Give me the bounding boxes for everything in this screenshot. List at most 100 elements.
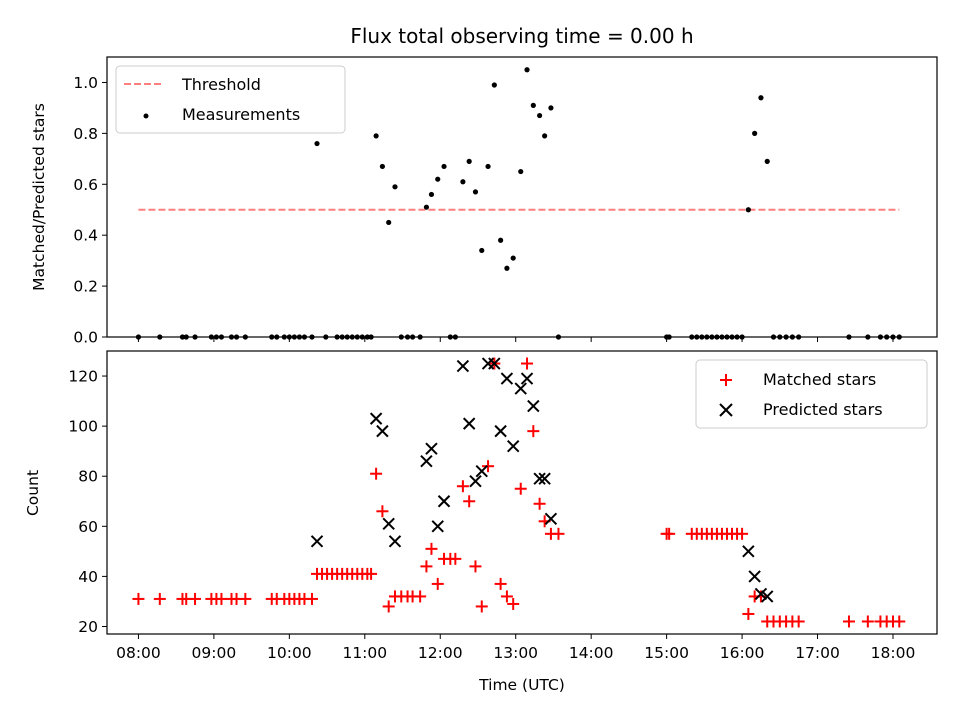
predicted-star-point <box>533 472 546 485</box>
predicted-star-point <box>506 439 520 453</box>
measurement-point <box>423 204 430 210</box>
measurement-point <box>491 82 497 88</box>
measurement-point <box>548 105 554 111</box>
matched-star-point <box>469 560 482 573</box>
measurement-point <box>379 163 386 170</box>
measurement-point <box>472 189 479 195</box>
top-legend: Threshold Measurements <box>115 65 346 134</box>
predicted-star-point <box>420 454 433 468</box>
measurement-point <box>530 102 536 108</box>
bottom-xtick-label: 09:00 <box>192 644 237 662</box>
matched-star-point <box>239 592 252 605</box>
matched-star-point <box>663 527 676 540</box>
matched-star-point <box>742 607 755 620</box>
predicted-star-point <box>388 535 402 548</box>
predicted-star-point <box>369 412 383 425</box>
bottom-plot-area: 20 40 60 80 100 120 08:00 09:00 10:00 11:00 12:00 1… <box>68 350 938 662</box>
measurement-point <box>441 163 447 170</box>
matched-star-point <box>842 615 855 628</box>
measurement-point <box>524 67 530 73</box>
top-plot-area: 0.0 0.2 0.4 0.6 0.8 1.0 <box>73 56 938 347</box>
predicted-star-point <box>310 535 324 548</box>
legend-predicted-label: Predicted stars <box>763 400 883 419</box>
predicted-star-point <box>376 424 389 438</box>
matched-star-point <box>376 505 389 518</box>
bottom-xtick-label: 14:00 <box>569 644 614 662</box>
predicted-star-point <box>456 359 470 373</box>
bottom-xtick-label: 10:00 <box>267 644 312 662</box>
measurement-point <box>460 179 466 185</box>
matched-star-point <box>215 592 228 605</box>
bottom-xtick-label: 17:00 <box>795 644 840 662</box>
predicted-star-point <box>514 382 527 395</box>
measurement-point <box>752 130 758 136</box>
bottom-legend: Matched stars Predicted stars <box>695 359 928 429</box>
bottom-y-axis-label: Count <box>24 470 42 516</box>
predicted-star-point <box>754 587 768 601</box>
matched-star-point <box>305 592 318 605</box>
matched-star-point <box>507 597 520 610</box>
measurement-point <box>386 219 392 226</box>
predicted-star-point <box>462 417 476 430</box>
measurement-point <box>373 133 379 139</box>
measurement-point <box>485 163 491 170</box>
matched-star-point <box>370 467 383 480</box>
legend-threshold-label: Threshold <box>181 75 261 94</box>
matched-star-point <box>456 480 469 493</box>
legend-measurements-swatch <box>143 113 149 119</box>
measurement-point <box>764 158 770 164</box>
matched-star-point <box>514 482 527 495</box>
top-ytick-label: 0.0 <box>73 329 98 347</box>
matched-star-point <box>425 542 438 555</box>
matched-star-point <box>365 567 378 580</box>
measurement-point <box>466 158 472 164</box>
top-ytick-label: 0.4 <box>73 227 98 245</box>
bottom-x-axis-label: Time (UTC) <box>478 676 565 694</box>
matched-star-point <box>482 460 495 473</box>
top-y-axis-label: Matched/Predicted stars <box>30 103 48 291</box>
top-ytick-label: 0.8 <box>73 125 98 143</box>
legend-predicted-swatch <box>719 403 733 417</box>
matched-star-point <box>189 592 202 605</box>
top-ytick-label: 0.2 <box>73 278 98 296</box>
bottom-xtick-label: 18:00 <box>871 644 916 662</box>
measurement-point <box>392 184 398 190</box>
bottom-xtick-label: 08:00 <box>116 644 161 662</box>
bottom-ytick-label: 100 <box>68 418 98 436</box>
measurement-point <box>504 265 510 271</box>
matched-star-point <box>861 615 874 628</box>
top-chart-title: Flux total observing time = 0.00 h <box>350 24 693 48</box>
measurement-point <box>537 112 543 119</box>
matched-star-point <box>792 615 805 628</box>
predicted-star-point <box>500 372 514 385</box>
predicted-star-point <box>761 590 774 603</box>
top-legend-box <box>115 65 346 134</box>
predicted-star-point <box>527 399 540 413</box>
measurement-point <box>518 168 524 175</box>
measurement-point <box>314 140 320 147</box>
matched-star-point <box>533 497 546 510</box>
bottom-ytick-label: 40 <box>78 568 98 586</box>
legend-measurements-label: Measurements <box>182 105 300 124</box>
matched-star-point <box>431 577 444 590</box>
predicted-star-point <box>742 545 755 558</box>
bottom-ytick-label: 20 <box>78 618 98 636</box>
matched-star-point <box>414 590 427 603</box>
measurement-point <box>745 207 751 213</box>
predicted-star-point <box>748 570 761 583</box>
matched-star-point <box>132 592 145 605</box>
measurement-point <box>542 133 548 139</box>
bottom-ytick-label: 60 <box>78 518 98 536</box>
predicted-star-point <box>425 442 438 455</box>
predicted-star-point <box>494 424 507 438</box>
legend-matched-swatch <box>720 374 732 386</box>
matched-star-point <box>420 560 433 573</box>
matched-star-point <box>449 552 462 565</box>
top-ytick-label: 1.0 <box>73 74 98 92</box>
matched-star-point <box>382 600 395 613</box>
matched-star-point <box>754 590 767 603</box>
matched-star-point <box>500 590 513 603</box>
bottom-xtick-label: 16:00 <box>720 644 765 662</box>
bottom-ytick-label: 80 <box>78 468 98 486</box>
